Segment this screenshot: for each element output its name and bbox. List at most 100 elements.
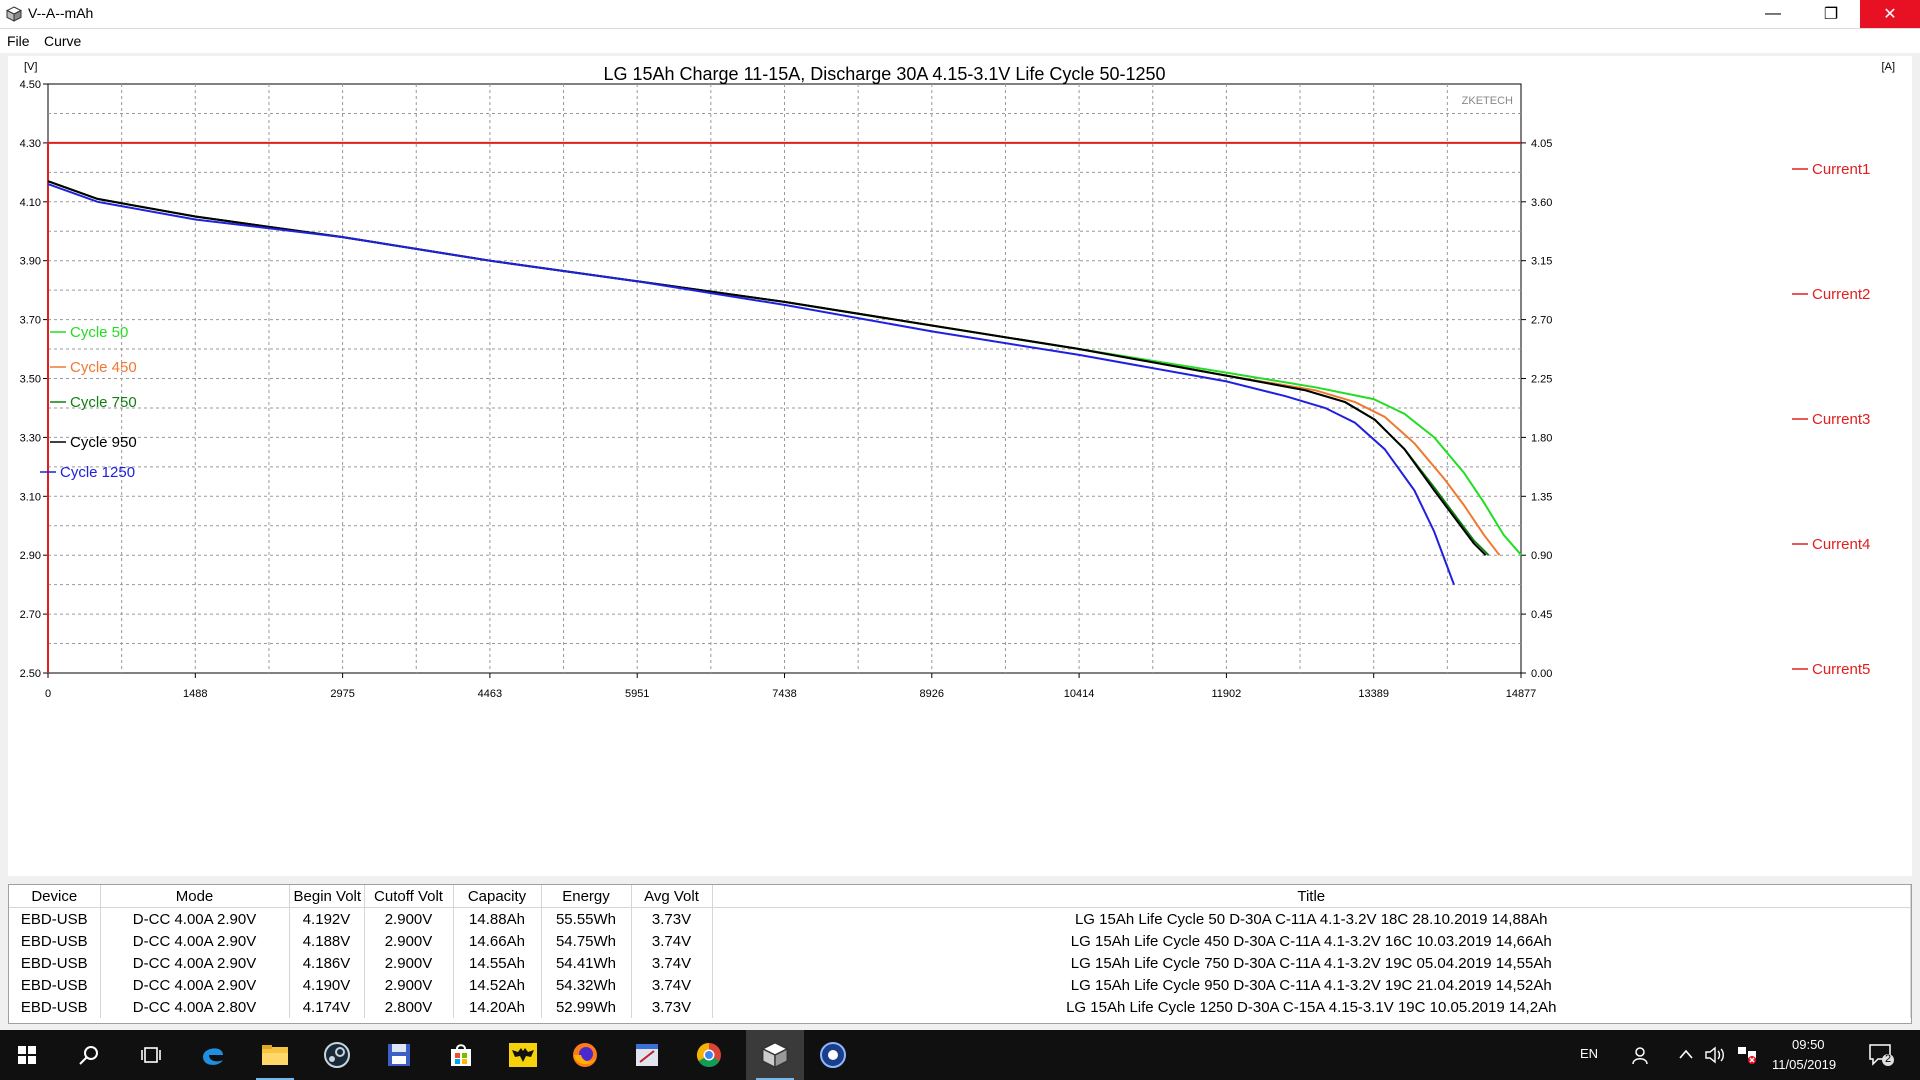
table-header-row: Device Mode Begin Volt Cutoff Volt Capacity E…: [9, 885, 1911, 908]
table-cell: 2.900V: [364, 974, 454, 996]
x-tick-label: 13389: [1358, 688, 1389, 700]
editor-app-button[interactable]: [620, 1030, 674, 1080]
media-app-button[interactable]: [806, 1030, 860, 1080]
y2-tick-label: 3.60: [1531, 197, 1552, 209]
x-tick-label: 14877: [1506, 688, 1537, 700]
current-legend-label: Current1: [1812, 161, 1870, 178]
column-header[interactable]: Device: [9, 885, 101, 908]
table-row[interactable]: EBD-USB D-CC 4.00A 2.90V 4.192V 2.900V 14.88…: [9, 907, 1911, 930]
minimize-button[interactable]: —: [1744, 0, 1802, 28]
chevron-up-icon[interactable]: [1678, 1048, 1694, 1060]
close-button[interactable]: ✕: [1860, 0, 1920, 28]
current-legend-label: Current5: [1812, 661, 1870, 678]
minimize-icon: —: [1765, 5, 1781, 22]
table-cell: 14.52Ah: [453, 974, 542, 996]
legend-label: Cycle 50: [70, 324, 128, 341]
y-tick-label: 3.10: [20, 491, 41, 503]
table-cell: 54.41Wh: [541, 952, 632, 974]
column-header[interactable]: Capacity: [453, 885, 542, 908]
table-cell: D-CC 4.00A 2.80V: [100, 996, 290, 1018]
notifications-icon[interactable]: [1868, 1043, 1894, 1067]
clock-date[interactable]: 11/05/2019: [1772, 1057, 1837, 1072]
table-row[interactable]: EBD-USB D-CC 4.00A 2.90V 4.190V 2.900V 14.52…: [9, 974, 1911, 996]
column-header[interactable]: Avg Volt: [631, 885, 713, 908]
column-header[interactable]: Mode: [100, 885, 290, 908]
watermark-label: ZKETECH: [1462, 95, 1513, 107]
table-cell: EBD-USB: [9, 974, 101, 996]
chart-panel: 0 1488 2975 4463 5951 7438 8926 10414 11902 13389…: [8, 56, 1912, 876]
menu-curve[interactable]: Curve: [44, 33, 82, 49]
table-row[interactable]: EBD-USB D-CC 4.00A 2.90V 4.186V 2.900V 14.55…: [9, 952, 1911, 974]
search-button[interactable]: [62, 1030, 116, 1080]
windows-taskbar: EN 09:50 11/05/2019 2: [0, 1030, 1920, 1080]
y-tick-label: 2.50: [20, 668, 41, 680]
column-header[interactable]: Energy: [541, 885, 632, 908]
discharge-chart: 0 1488 2975 4463 5951 7438 8926 10414 11902 13389…: [20, 61, 1895, 700]
window-title: V--A--mAh: [28, 5, 94, 21]
series-line-cycle-1250: [47, 183, 1455, 586]
table-cell: 14.20Ah: [453, 996, 542, 1018]
y2-tick-label: 4.05: [1531, 138, 1552, 150]
y-tick-label: 3.70: [20, 315, 41, 327]
save-app-button[interactable]: [372, 1030, 426, 1080]
current-legend-label: Current4: [1812, 536, 1870, 553]
table-cell: 54.75Wh: [541, 930, 632, 952]
y-tick-label: 3.90: [20, 256, 41, 268]
y2-tick-label: 1.80: [1531, 432, 1552, 444]
start-button[interactable]: [0, 1030, 54, 1080]
steam-button[interactable]: [310, 1030, 364, 1080]
x-tick-label: 4463: [478, 688, 502, 700]
y2-tick-label: 0.45: [1531, 609, 1552, 621]
vamah-app-button[interactable]: [746, 1030, 804, 1080]
edge-button[interactable]: [186, 1030, 240, 1080]
table-cell: 4.188V: [289, 930, 365, 952]
store-button[interactable]: [434, 1030, 488, 1080]
table-cell: 2.800V: [364, 996, 454, 1018]
table-cell: 4.186V: [289, 952, 365, 974]
close-icon: ✕: [1883, 6, 1897, 23]
store-icon: [451, 1044, 471, 1066]
media-app-icon: [820, 1042, 846, 1068]
table-cell: 4.192V: [289, 907, 365, 930]
x-tick-label: 5951: [625, 688, 649, 700]
clock-time[interactable]: 09:50: [1792, 1037, 1825, 1052]
column-header[interactable]: Begin Volt: [289, 885, 365, 908]
y2-tick-label: 3.15: [1531, 256, 1552, 268]
y-tick-label: 4.30: [20, 138, 41, 150]
firefox-button[interactable]: [558, 1030, 612, 1080]
legend-label: Cycle 450: [70, 359, 137, 376]
current-legend-label: Current3: [1812, 411, 1870, 428]
task-view-button[interactable]: [124, 1030, 178, 1080]
table-cell: D-CC 4.00A 2.90V: [100, 974, 290, 996]
chrome-icon: [696, 1043, 721, 1068]
chart-title: LG 15Ah Charge 11-15A, Discharge 30A 4.1…: [603, 64, 1165, 84]
results-table-panel: Device Mode Begin Volt Cutoff Volt Capacity E…: [8, 884, 1912, 1024]
y2-tick-label: 0.00: [1531, 668, 1552, 680]
column-header[interactable]: Title: [712, 885, 1911, 908]
language-indicator[interactable]: EN: [1580, 1046, 1599, 1061]
table-cell: 2.900V: [364, 907, 454, 930]
maximize-button[interactable]: ❐: [1802, 0, 1860, 28]
table-cell: LG 15Ah Life Cycle 450 D-30A C-11A 4.1-3…: [712, 930, 1911, 952]
table-cell: D-CC 4.00A 2.90V: [100, 952, 290, 974]
batman-app-button[interactable]: [496, 1030, 550, 1080]
x-tick-label: 1488: [183, 688, 207, 700]
table-row[interactable]: EBD-USB D-CC 4.00A 2.90V 4.188V 2.900V 14.66…: [9, 930, 1911, 952]
task-view-icon: [141, 1047, 161, 1063]
speaker-icon[interactable]: [1704, 1046, 1726, 1064]
file-explorer-button[interactable]: [248, 1030, 302, 1080]
y-tick-label: 3.50: [20, 374, 41, 386]
x-tick-label: 7438: [772, 688, 796, 700]
menu-file[interactable]: File: [7, 33, 30, 49]
network-icon[interactable]: [1736, 1045, 1758, 1065]
right-axis-unit: [A]: [1882, 61, 1895, 73]
x-tick-label: 11902: [1212, 688, 1242, 700]
current-legend-label: Current2: [1812, 286, 1870, 303]
people-icon[interactable]: [1632, 1045, 1652, 1065]
chrome-button[interactable]: [682, 1030, 736, 1080]
table-row[interactable]: EBD-USB D-CC 4.00A 2.80V 4.174V 2.800V 14.20…: [9, 996, 1911, 1018]
table-cell: 14.88Ah: [453, 907, 542, 930]
column-header[interactable]: Cutoff Volt: [364, 885, 454, 908]
table-cell: 52.99Wh: [541, 996, 632, 1018]
table-cell: LG 15Ah Life Cycle 50 D-30A C-11A 4.1-3.…: [712, 907, 1911, 930]
